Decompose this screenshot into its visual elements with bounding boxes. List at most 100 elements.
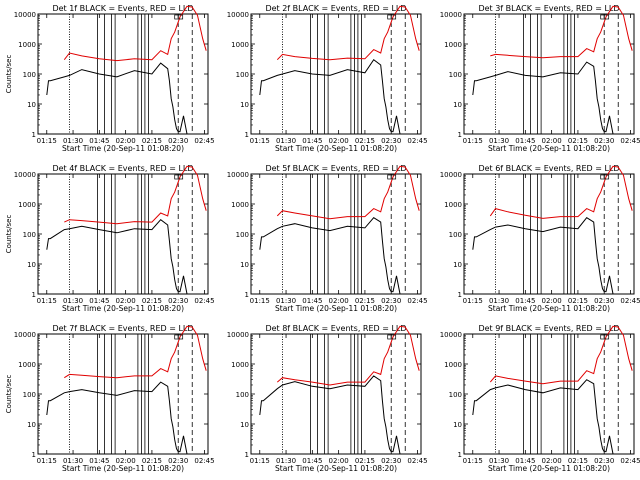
x-tick-label: 02:00: [542, 457, 562, 465]
plot-frame: [37, 173, 209, 295]
x-tick-label: 02:15: [568, 457, 588, 465]
x-tick-label: 01:15: [37, 297, 57, 305]
x-axis-label: Start Time (20-Sep-11 01:08:20): [488, 304, 610, 313]
x-tick-label: 01:15: [37, 457, 57, 465]
x-tick-label: 01:30: [276, 297, 296, 305]
x-tick-label: 02:00: [542, 297, 562, 305]
x-axis-label: Start Time (20-Sep-11 01:08:20): [488, 144, 610, 153]
x-tick-label: 02:30: [168, 297, 188, 305]
x-tick-label: 02:30: [168, 457, 188, 465]
chart-title: Det 8f BLACK = Events, RED = LLD: [265, 324, 406, 333]
y-tick-label: 1: [245, 291, 249, 299]
x-tick-label: 02:00: [116, 297, 136, 305]
series-line-events: [259, 375, 401, 455]
chart-title: Det 3f BLACK = Events, RED = LLD: [478, 4, 619, 13]
x-tick-label: 02:30: [381, 457, 401, 465]
x-tick-label: 02:45: [407, 297, 427, 305]
chart-panel-2: Det 2f BLACK = Events, RED = LLD 1 10 100 10…: [227, 4, 428, 153]
plot-frame: [463, 333, 635, 455]
y-tick-label: 1: [458, 451, 462, 459]
y-tick-label: 100: [449, 391, 462, 399]
x-tick-label: 01:45: [89, 297, 109, 305]
x-tick-label: 01:30: [276, 137, 296, 145]
series-line-lld: [490, 5, 633, 59]
series-line-lld: [63, 5, 207, 62]
series-line-events: [46, 62, 188, 135]
x-tick-label: 02:00: [329, 297, 349, 305]
x-axis-label: Start Time (20-Sep-11 01:08:20): [488, 464, 610, 473]
chart-panel-8: Det 8f BLACK = Events, RED = LLD 1 10 100 10…: [227, 324, 428, 473]
peak-marker-box: [174, 334, 184, 340]
chart-panel-3: Det 3f BLACK = Events, RED = LLD 1 10 100 10…: [440, 4, 640, 153]
y-tick-label: 1: [458, 291, 462, 299]
x-axis-label: Start Time (20-Sep-11 01:08:20): [275, 144, 397, 153]
x-axis-label: Start Time (20-Sep-11 01:08:20): [62, 144, 184, 153]
x-tick-label: 01:45: [89, 457, 109, 465]
x-tick-label: 02:30: [168, 137, 188, 145]
x-tick-label: 01:45: [515, 457, 535, 465]
x-tick-label: 01:45: [515, 297, 535, 305]
plot-frame: [250, 13, 422, 135]
y-tick-label: 10000: [14, 331, 36, 339]
y-tick-label: 10: [27, 421, 36, 429]
x-axis-label: Start Time (20-Sep-11 01:08:20): [62, 304, 184, 313]
peak-marker-box: [387, 174, 397, 180]
x-tick-label: 01:15: [250, 457, 270, 465]
y-tick-label: 10000: [227, 11, 249, 19]
y-tick-label: 10000: [14, 171, 36, 179]
x-tick-label: 02:45: [620, 297, 640, 305]
plot-frame: [463, 13, 635, 135]
series-line-lld: [64, 325, 207, 379]
x-tick-label: 01:15: [463, 137, 483, 145]
x-tick-label: 01:30: [63, 137, 83, 145]
y-tick-label: 100: [449, 231, 462, 239]
series-line-lld: [489, 325, 633, 385]
y-axis-label: Counts/sec: [5, 55, 13, 94]
plot-frame: [463, 173, 635, 295]
x-tick-label: 01:45: [515, 137, 535, 145]
x-tick-label: 02:00: [116, 457, 136, 465]
x-tick-label: 02:15: [568, 297, 588, 305]
chart-panel-7: Det 7f BLACK = Events, RED = LLD 1 10 100 10…: [5, 324, 215, 473]
plot-frame: [250, 173, 422, 295]
x-tick-label: 01:45: [302, 297, 322, 305]
y-tick-label: 100: [23, 71, 36, 79]
x-tick-label: 02:45: [620, 457, 640, 465]
x-tick-label: 02:45: [194, 457, 214, 465]
y-tick-label: 1: [32, 291, 36, 299]
x-tick-label: 02:15: [355, 297, 375, 305]
chart-title: Det 2f BLACK = Events, RED = LLD: [265, 4, 406, 13]
x-tick-label: 02:00: [329, 457, 349, 465]
y-tick-label: 10000: [440, 11, 462, 19]
peak-marker-box: [174, 174, 184, 180]
y-tick-label: 1: [245, 451, 249, 459]
peak-marker-box: [387, 334, 397, 340]
peak-marker-box: [600, 14, 610, 20]
x-tick-label: 02:30: [594, 457, 614, 465]
x-tick-label: 02:00: [116, 137, 136, 145]
series-line-events: [46, 381, 188, 455]
x-tick-label: 02:45: [407, 457, 427, 465]
x-tick-label: 01:30: [63, 297, 83, 305]
y-tick-label: 10: [240, 421, 249, 429]
y-tick-label: 10: [453, 101, 462, 109]
chart-title: Det 5f BLACK = Events, RED = LLD: [265, 164, 406, 173]
x-tick-label: 02:00: [329, 137, 349, 145]
y-tick-label: 10000: [227, 171, 249, 179]
series-line-events: [472, 61, 614, 135]
y-tick-label: 10: [453, 261, 462, 269]
series-line-events: [259, 217, 401, 295]
chart-title: Det 9f BLACK = Events, RED = LLD: [478, 324, 619, 333]
x-tick-label: 01:30: [489, 297, 509, 305]
y-axis-label: Counts/sec: [5, 375, 13, 414]
chart-panel-4: Det 4f BLACK = Events, RED = LLD 1 10 100 10…: [5, 164, 215, 313]
series-line-lld: [276, 325, 420, 386]
peak-marker-box: [174, 14, 184, 20]
series-line-events: [472, 379, 614, 455]
y-tick-label: 1: [245, 131, 249, 139]
x-tick-label: 01:15: [463, 297, 483, 305]
series-line-events: [472, 217, 614, 295]
chart-title: Det 7f BLACK = Events, RED = LLD: [52, 324, 193, 333]
peak-marker-box: [600, 334, 610, 340]
x-tick-label: 01:45: [89, 137, 109, 145]
